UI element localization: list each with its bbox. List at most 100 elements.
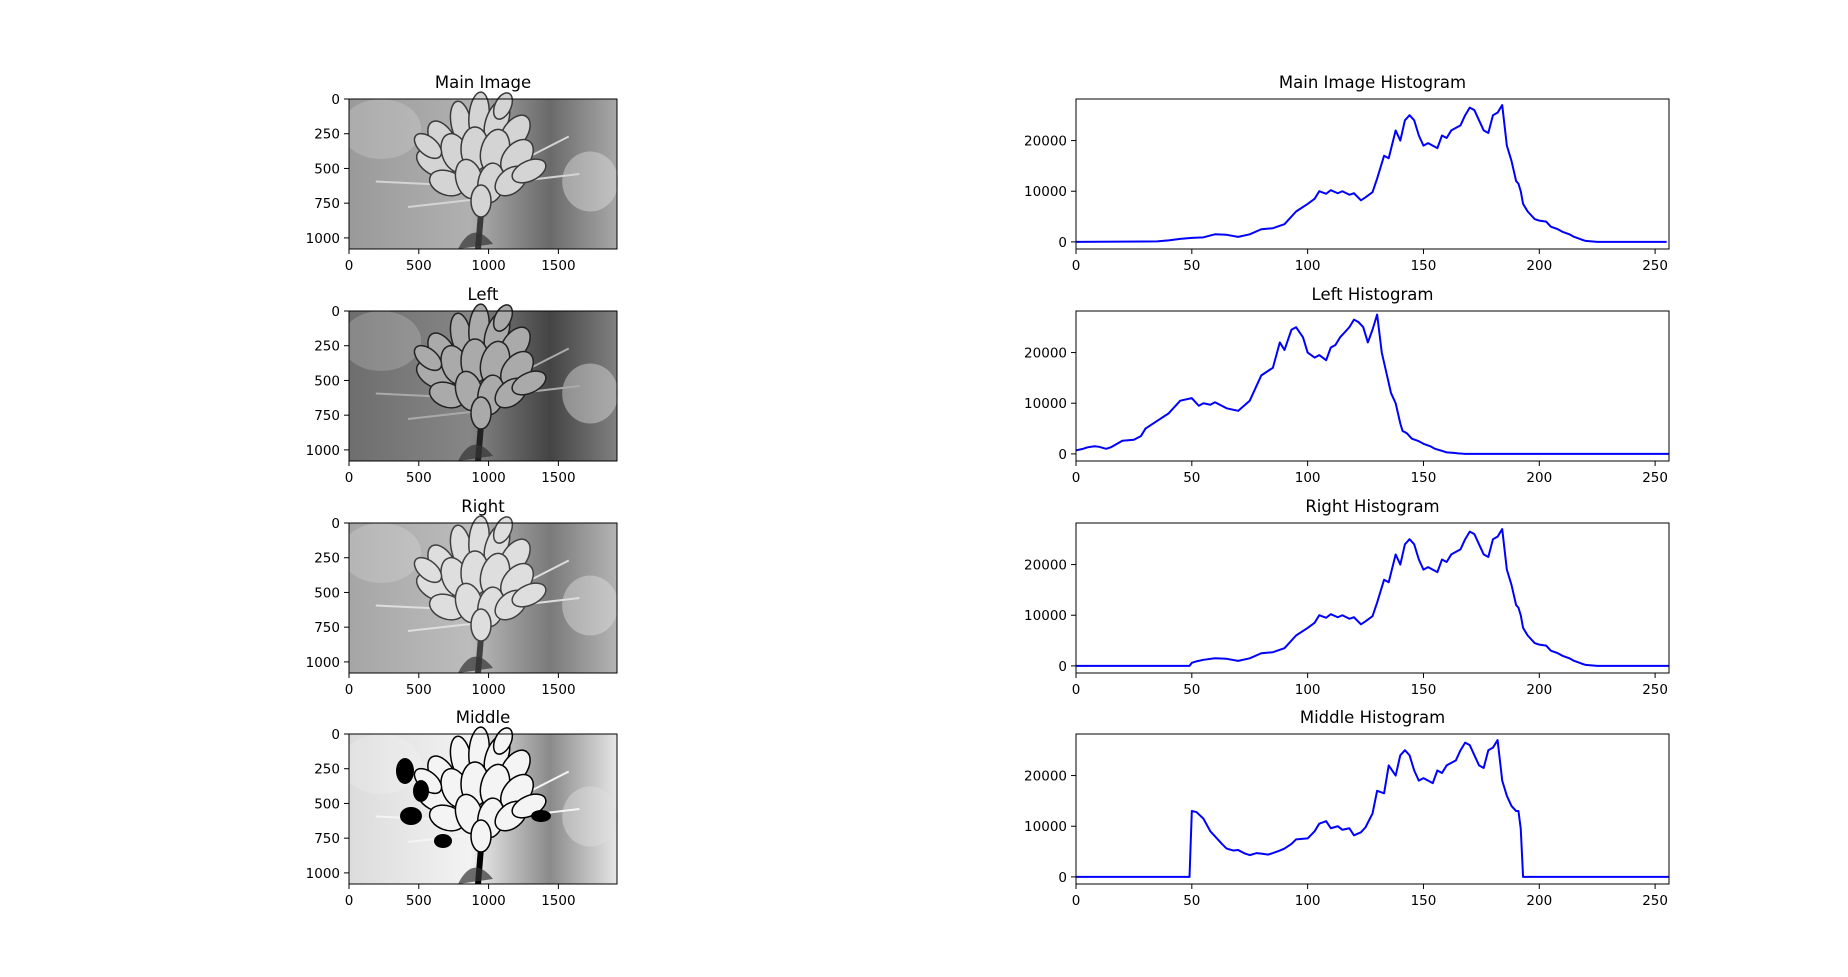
x-tick-label: 500: [406, 893, 432, 909]
y-tick-label: 1000: [306, 231, 340, 247]
x-tick-label: 500: [406, 682, 432, 698]
x-tick-label: 1000: [471, 682, 505, 698]
image-panel-middle: Middle 0 250 500 750 1000 0 500 1000 1500: [306, 708, 619, 909]
image-title: Left: [467, 285, 499, 304]
x-tick-label: 150: [1411, 893, 1437, 909]
x-tick-label: 0: [1072, 682, 1081, 698]
y-tick-label: 250: [314, 551, 340, 567]
histogram-line: [1076, 739, 1669, 878]
x-tick-label: 1000: [471, 258, 505, 274]
y-tick-label: 20000: [1024, 134, 1067, 150]
image-panel-left: Left 0 250 500 750 1000 0 500 1000 1500: [306, 285, 619, 486]
x-tick-label: 250: [1642, 258, 1668, 274]
x-tick-label: 500: [406, 470, 432, 486]
x-tick-label: 1500: [541, 893, 575, 909]
x-tick-label: 200: [1526, 258, 1552, 274]
x-tick-label: 150: [1411, 682, 1437, 698]
histogram-panel-1: Left Histogram 0 10000 20000 0 50 100 150 200 250: [1024, 285, 1670, 486]
x-tick-label: 100: [1295, 470, 1321, 486]
y-tick-label: 20000: [1024, 769, 1067, 785]
x-tick-label: 1500: [541, 682, 575, 698]
x-tick-label: 50: [1183, 682, 1200, 698]
y-tick-label: 10000: [1024, 396, 1067, 412]
histogram-title: Right Histogram: [1305, 497, 1439, 516]
y-tick-label: 750: [314, 408, 340, 424]
x-tick-label: 1500: [541, 470, 575, 486]
image-panel-right: Right 0 250 500 750 1000 0 500 1000 1500: [306, 497, 619, 698]
x-tick-label: 50: [1183, 893, 1200, 909]
histogram-panel-2: Right Histogram 0 10000 20000 0 50 100 150 200 25…: [1024, 497, 1670, 698]
y-tick-label: 0: [331, 516, 340, 532]
x-tick-label: 250: [1642, 682, 1668, 698]
y-tick-label: 0: [331, 304, 340, 320]
y-tick-label: 750: [314, 620, 340, 636]
x-tick-label: 250: [1642, 893, 1668, 909]
y-tick-label: 0: [1058, 235, 1067, 251]
x-tick-label: 100: [1295, 893, 1321, 909]
y-tick-label: 1000: [306, 655, 340, 671]
image-panel-main: Main Image 0 250 500 750 1000 0 500 1000 1500: [306, 73, 619, 274]
image-title: Main Image: [435, 73, 531, 92]
image-title: Middle: [456, 708, 511, 727]
histogram-title: Middle Histogram: [1300, 708, 1445, 727]
x-tick-label: 0: [345, 893, 354, 909]
y-tick-label: 10000: [1024, 608, 1067, 624]
x-tick-label: 50: [1183, 470, 1200, 486]
y-tick-label: 10000: [1024, 184, 1067, 200]
x-tick-label: 1000: [471, 893, 505, 909]
x-tick-label: 50: [1183, 258, 1200, 274]
y-tick-label: 500: [314, 161, 340, 177]
y-tick-label: 500: [314, 585, 340, 601]
histogram-line: [1075, 313, 1669, 455]
x-tick-label: 200: [1526, 470, 1552, 486]
y-tick-label: 0: [331, 92, 340, 108]
x-tick-label: 0: [1072, 470, 1081, 486]
histogram-line: [1076, 528, 1669, 667]
x-tick-label: 150: [1411, 470, 1437, 486]
x-tick-label: 1000: [471, 470, 505, 486]
x-tick-label: 1500: [541, 258, 575, 274]
y-tick-label: 1000: [306, 443, 340, 459]
flower-photo: [341, 726, 619, 885]
y-tick-label: 10000: [1024, 819, 1067, 835]
flower-photo: [341, 303, 619, 462]
y-tick-label: 0: [1058, 870, 1067, 886]
x-tick-label: 200: [1526, 893, 1552, 909]
image-frame: [348, 310, 618, 462]
y-tick-label: 0: [1058, 659, 1067, 675]
y-tick-label: 20000: [1024, 346, 1067, 362]
y-tick-label: 500: [314, 373, 340, 389]
image-frame: [348, 522, 618, 674]
x-tick-label: 100: [1295, 682, 1321, 698]
flower-photo: [341, 91, 619, 250]
x-tick-label: 250: [1642, 470, 1668, 486]
y-tick-label: 250: [314, 762, 340, 778]
plot-frame: [1075, 733, 1670, 885]
y-tick-label: 0: [331, 727, 340, 743]
plot-frame: [1075, 98, 1670, 250]
x-tick-label: 0: [345, 470, 354, 486]
x-tick-label: 200: [1526, 682, 1552, 698]
y-tick-label: 500: [314, 796, 340, 812]
x-tick-label: 500: [406, 258, 432, 274]
histogram-line: [1075, 104, 1667, 243]
plot-frame: [1075, 522, 1670, 674]
x-tick-label: 0: [345, 258, 354, 274]
x-tick-label: 0: [345, 682, 354, 698]
plot-frame: [1075, 310, 1670, 462]
y-tick-label: 250: [314, 339, 340, 355]
y-tick-label: 20000: [1024, 558, 1067, 574]
y-tick-label: 750: [314, 196, 340, 212]
histogram-panel-0: Main Image Histogram 0 10000 20000 0 50 100 150…: [1024, 73, 1670, 274]
histogram-title: Main Image Histogram: [1279, 73, 1466, 92]
y-tick-label: 0: [1058, 447, 1067, 463]
histogram-title: Left Histogram: [1312, 285, 1434, 304]
y-tick-label: 750: [314, 831, 340, 847]
image-frame: [348, 98, 618, 250]
x-tick-label: 0: [1072, 258, 1081, 274]
x-tick-label: 150: [1411, 258, 1437, 274]
x-tick-label: 100: [1295, 258, 1321, 274]
